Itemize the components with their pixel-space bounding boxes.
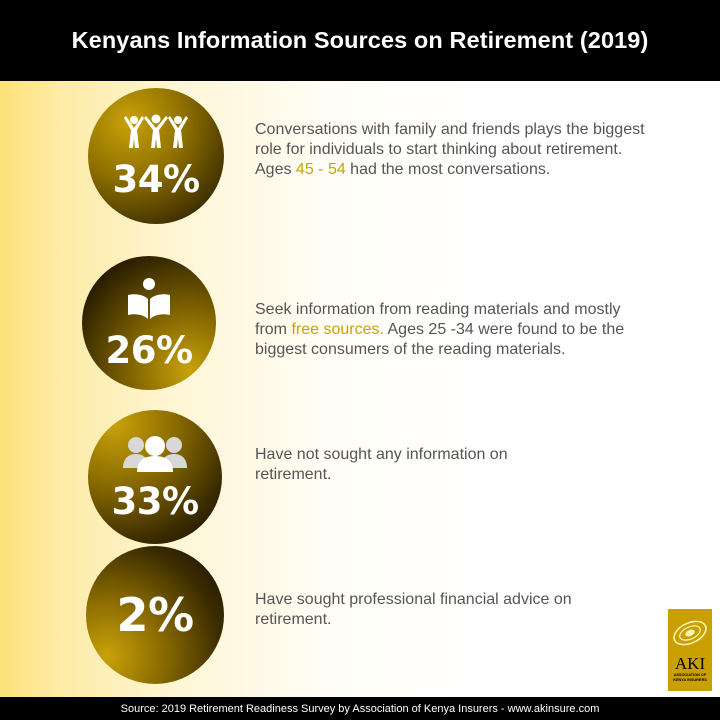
aki-logo: AKI ASSOCIATION OF KENYA INSURERS <box>668 609 712 691</box>
source-footer: Source: 2019 Retirement Readiness Survey… <box>0 697 720 720</box>
stat-description: Have not sought any information on retir… <box>255 446 508 483</box>
stat-circle-professional: 2% <box>86 546 224 684</box>
family-icon <box>124 114 188 155</box>
stat-circle-family: 34% <box>88 88 224 224</box>
stat-percent: 2% <box>116 588 194 642</box>
logo-name: ASSOCIATION OF KENYA INSURERS <box>673 673 707 682</box>
stat-description: Seek information from reading materials … <box>255 301 625 358</box>
stat-description: Conversations with family and friends pl… <box>255 121 645 178</box>
highlight-text: free sources. <box>291 321 384 338</box>
group-icon <box>123 434 187 477</box>
source-text: Source: 2019 Retirement Readiness Survey… <box>120 702 600 715</box>
stat-description: Have sought professional financial advic… <box>255 591 572 628</box>
stat-percent: 26% <box>105 329 193 372</box>
stat-percent: 34% <box>112 158 200 201</box>
header-bar: Kenyans Information Sources on Retiremen… <box>0 0 720 81</box>
reading-person-icon <box>126 277 172 326</box>
stat-percent: 33% <box>111 480 199 523</box>
page-title: Kenyans Information Sources on Retiremen… <box>71 27 649 53</box>
highlight-text: 45 - 54 <box>295 161 346 178</box>
stat-circle-none: 33% <box>88 410 222 544</box>
stat-circle-reading: 26% <box>82 256 216 390</box>
aki-emblem-icon <box>673 620 707 646</box>
logo-abbr: AKI <box>674 654 706 673</box>
